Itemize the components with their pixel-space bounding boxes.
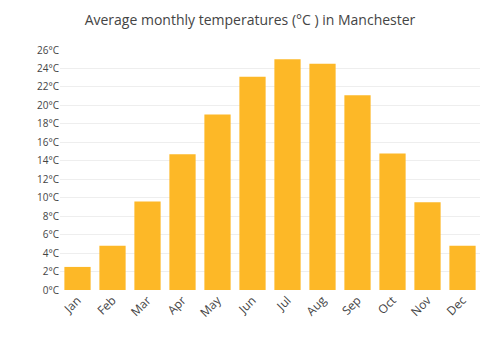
svg-text:Mar: Mar [127, 292, 155, 320]
svg-text:Jul: Jul [272, 292, 294, 314]
svg-text:May: May [196, 291, 225, 320]
svg-text:24°C: 24°C [37, 61, 59, 75]
svg-text:0°C: 0°C [43, 283, 59, 297]
svg-text:Apr: Apr [164, 292, 190, 318]
svg-text:Feb: Feb [93, 292, 119, 318]
svg-text:22°C: 22°C [37, 79, 59, 93]
svg-text:26°C: 26°C [37, 43, 59, 57]
svg-text:Nov: Nov [407, 292, 435, 320]
svg-text:6°C: 6°C [43, 227, 59, 241]
svg-text:Sep: Sep [338, 292, 365, 319]
svg-text:12°C: 12°C [37, 172, 59, 186]
svg-text:14°C: 14°C [37, 153, 59, 167]
svg-text:10°C: 10°C [37, 190, 59, 204]
svg-text:4°C: 4°C [43, 246, 59, 260]
svg-text:2°C: 2°C [43, 264, 59, 278]
svg-text:Dec: Dec [443, 292, 470, 319]
svg-text:18°C: 18°C [37, 116, 59, 130]
svg-text:20°C: 20°C [37, 98, 59, 112]
svg-text:Oct: Oct [374, 292, 400, 318]
svg-text:Jun: Jun [234, 292, 259, 317]
svg-text:16°C: 16°C [37, 135, 59, 149]
svg-text:Average monthly temperatures (: Average monthly temperatures (°C ) in Ma… [85, 10, 416, 29]
svg-text:8°C: 8°C [43, 209, 59, 223]
svg-text:Jan: Jan [60, 292, 85, 317]
svg-text:Aug: Aug [302, 292, 330, 320]
